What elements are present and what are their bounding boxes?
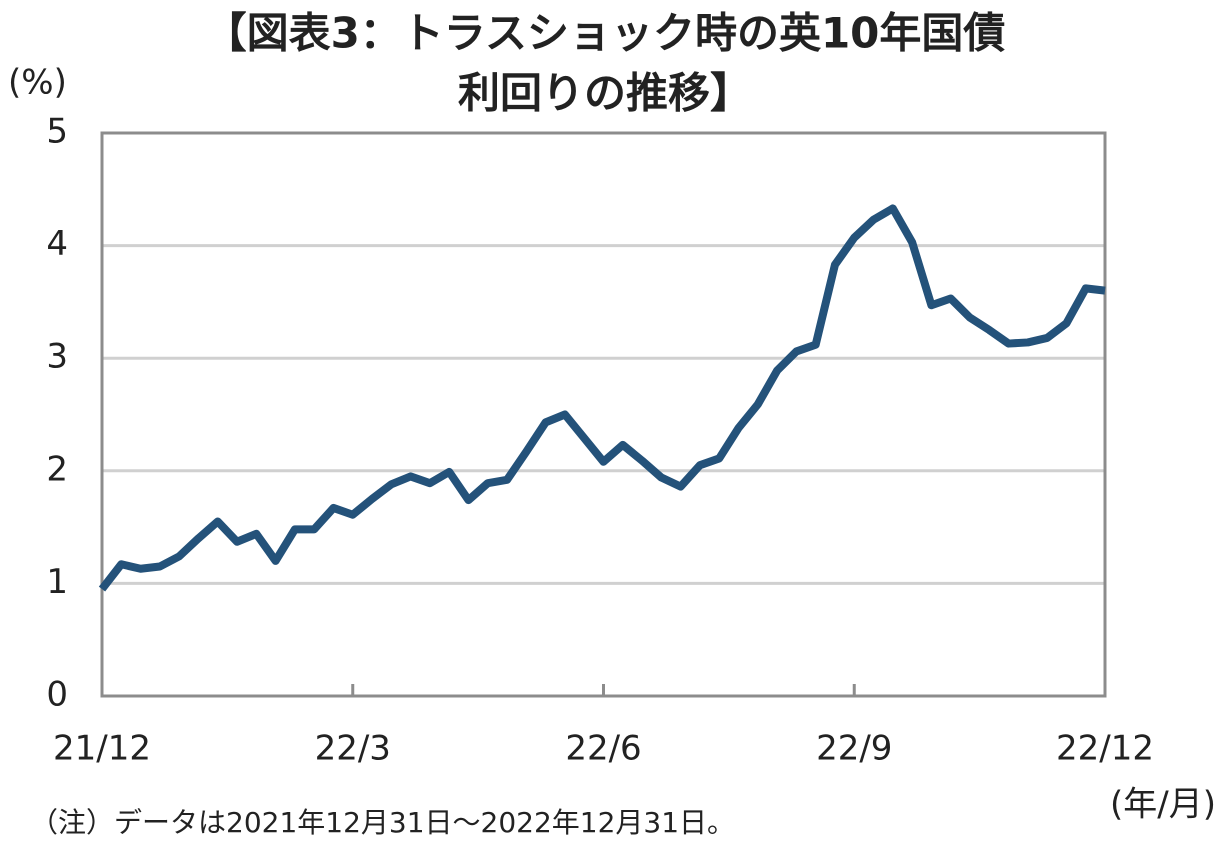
y-tick-label: 4 [46,224,68,264]
x-axis-label: (年/月) [1110,785,1216,825]
data-line [98,204,1106,592]
x-tick-label: 22/9 [816,729,892,769]
x-tick-label: 21/12 [53,729,151,769]
y-tick-label: 2 [46,449,68,489]
x-tick-label: 22/12 [1056,729,1154,769]
chart-title: 利回りの推移】 [458,69,752,118]
x-tick-label: 22/3 [315,729,391,769]
y-tick-label: 5 [46,112,68,152]
y-tick-label: 1 [46,562,68,602]
x-tick-label: 22/6 [565,729,641,769]
y-tick-label: 0 [46,675,68,715]
chart-title: 【図表3：トラスショック時の英10年国債 [205,9,1006,58]
note: （注）データは2021年12月31日～2022年12月31日。 [30,806,735,839]
y-tick-label: 3 [46,337,68,377]
y-axis-label: (%) [8,63,67,103]
